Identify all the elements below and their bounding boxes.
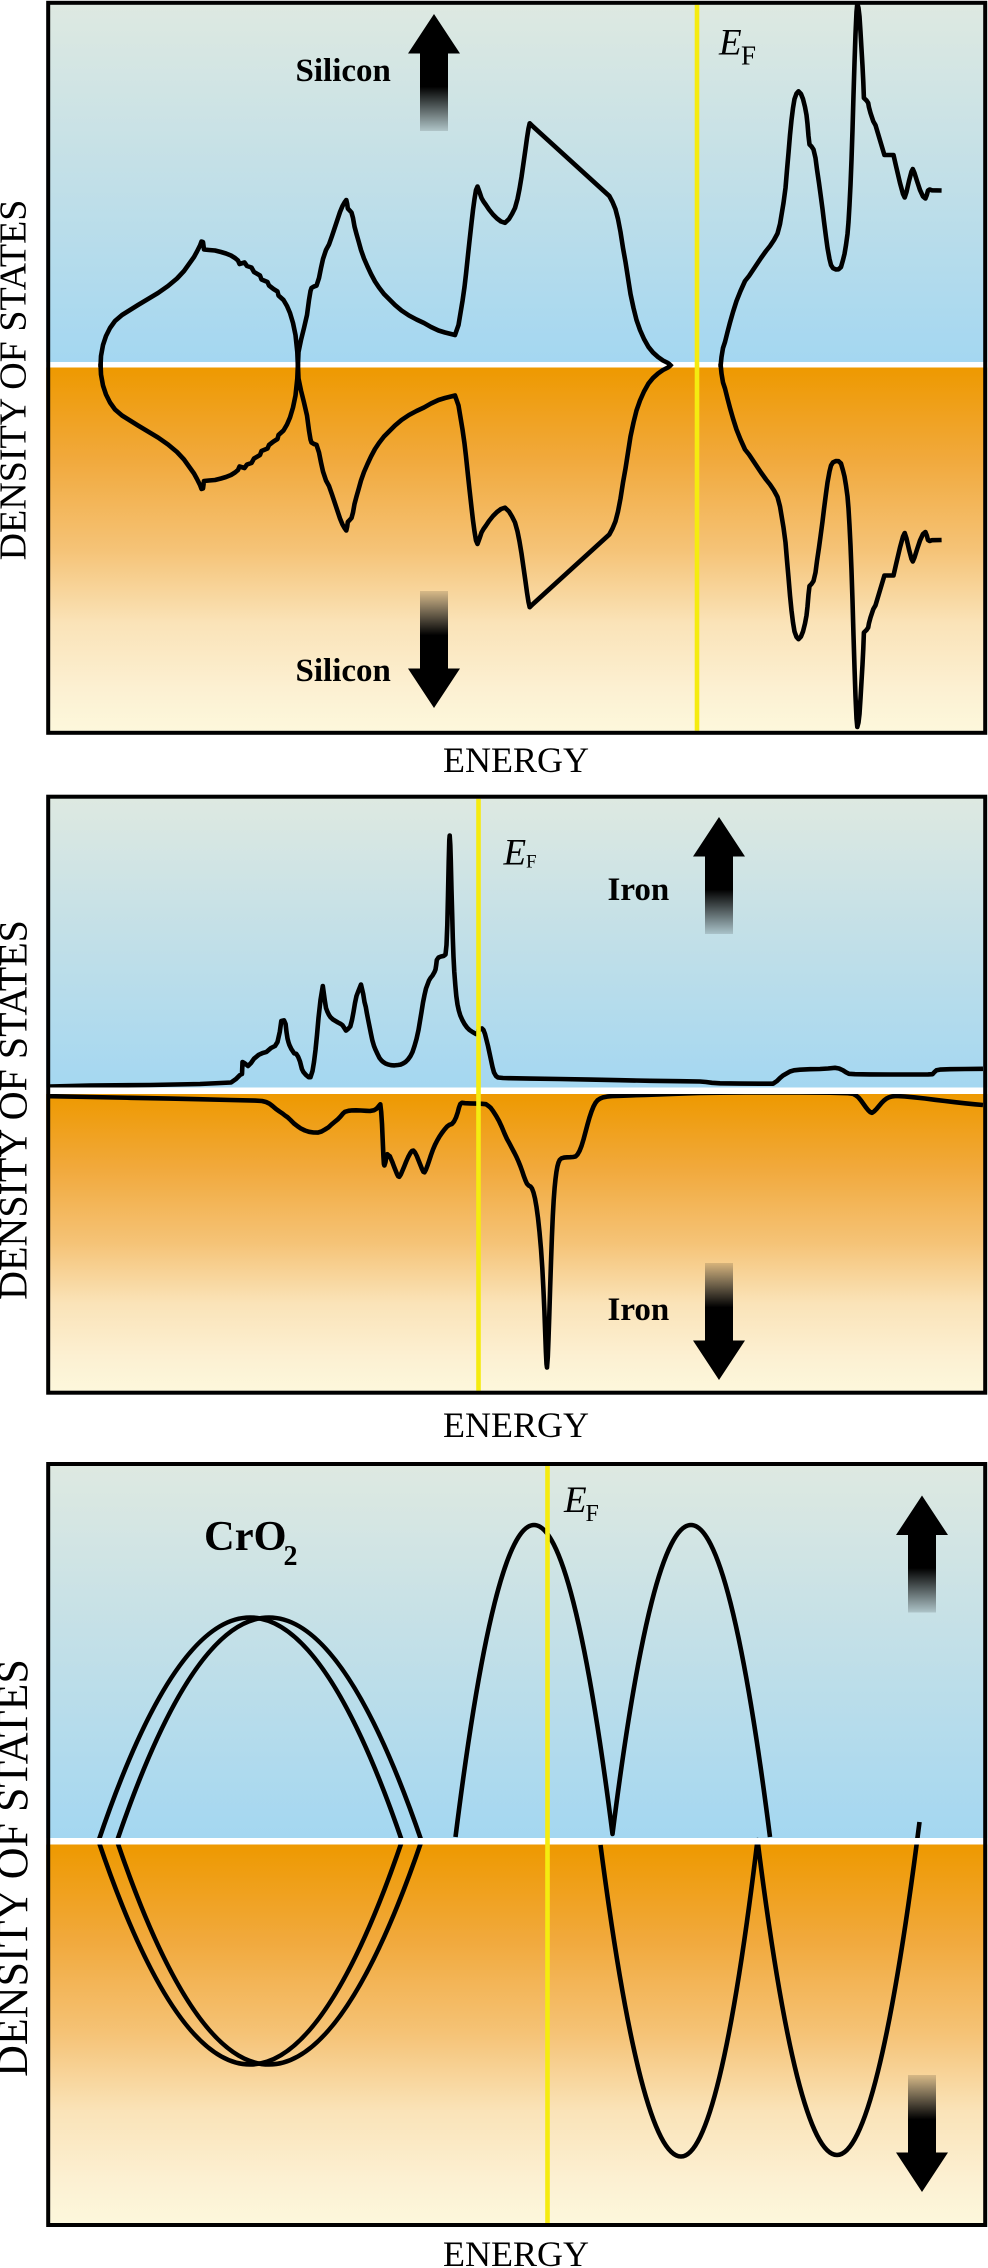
svg-text:E: E — [718, 23, 742, 64]
svg-text:F: F — [526, 852, 537, 873]
svg-text:CrO: CrO — [204, 1513, 287, 1560]
svg-text:ENERGY: ENERGY — [443, 2234, 589, 2268]
svg-text:E: E — [503, 833, 527, 874]
svg-text:F: F — [586, 1501, 599, 1527]
svg-text:Iron: Iron — [608, 1292, 670, 1328]
svg-text:F: F — [741, 41, 756, 71]
svg-text:DENSITY OF STATES: DENSITY OF STATES — [0, 1659, 37, 2077]
svg-text:Iron: Iron — [608, 872, 670, 908]
svg-text:2: 2 — [284, 1541, 298, 1572]
svg-text:Silicon: Silicon — [296, 653, 391, 689]
svg-text:Silicon: Silicon — [296, 53, 391, 89]
svg-text:E: E — [563, 1480, 587, 1521]
svg-text:ENERGY: ENERGY — [443, 740, 589, 780]
svg-text:DENSITY OF STATES: DENSITY OF STATES — [0, 920, 36, 1300]
svg-text:ENERGY: ENERGY — [443, 1405, 589, 1445]
svg-text:DENSITY OF STATES: DENSITY OF STATES — [0, 200, 35, 561]
